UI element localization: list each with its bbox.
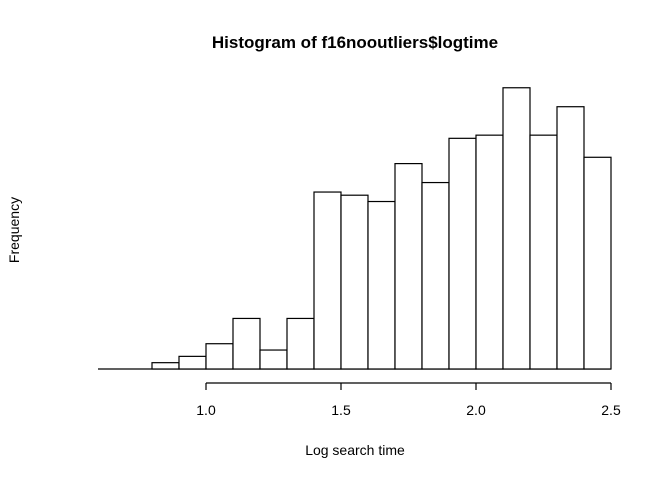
- histogram-bar: [313, 191, 342, 370]
- histogram-bar: [232, 317, 261, 370]
- histogram-bar: [286, 317, 315, 370]
- chart-title: Histogram of f16nooutliers$logtime: [212, 33, 498, 52]
- y-axis-label: Frequency: [6, 197, 22, 263]
- x-axis-label: Log search time: [305, 442, 405, 458]
- histogram-bar: [529, 134, 558, 370]
- histogram-bar: [151, 362, 180, 370]
- x-tick-label: 1.0: [196, 402, 216, 418]
- histogram-bar: [178, 355, 207, 370]
- histogram-bar: [340, 194, 369, 370]
- histogram-bar: [475, 134, 504, 370]
- histogram-bar: [556, 106, 585, 370]
- histogram-bar: [583, 156, 612, 370]
- histogram-bar: [502, 87, 531, 370]
- histogram-bar: [394, 163, 423, 370]
- x-tick-label: 1.5: [331, 402, 351, 418]
- bars-group: [98, 87, 612, 370]
- histogram-bar: [259, 349, 288, 370]
- histogram-bar: [448, 137, 477, 370]
- histogram-bar: [205, 343, 234, 370]
- histogram-bar: [421, 181, 450, 370]
- histogram-bar: [367, 200, 396, 370]
- x-tick-label: 2.0: [466, 402, 486, 418]
- x-tick-label: 2.5: [601, 402, 621, 418]
- x-axis: 1.0 1.5 2.0 2.5: [196, 382, 621, 418]
